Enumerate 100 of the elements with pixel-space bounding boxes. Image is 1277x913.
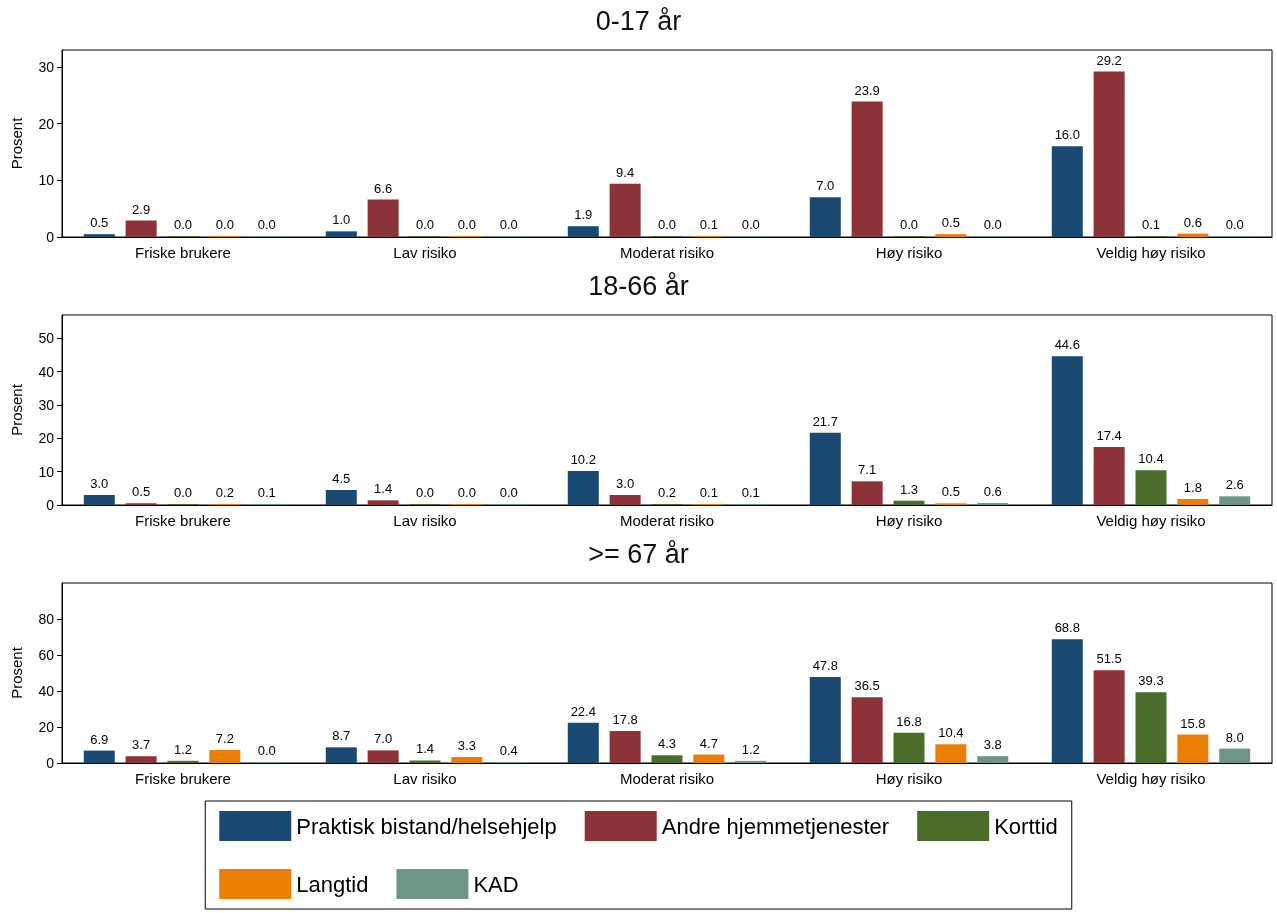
bar [325, 231, 357, 237]
data-label: 3.0 [616, 476, 635, 491]
y-tick-label: 60 [38, 647, 55, 663]
x-tick-label: Veldig høy risiko [1096, 770, 1206, 787]
y-tick-label: 0 [46, 229, 55, 245]
legend-label: Andre hjemmetjenester [661, 813, 890, 839]
x-tick-label: Veldig høy risiko [1096, 244, 1206, 261]
data-label: 39.3 [1138, 673, 1164, 689]
y-tick-label: 0 [46, 755, 55, 771]
data-label: 10.2 [570, 452, 596, 467]
bar [651, 755, 683, 763]
data-label: 0.5 [941, 215, 960, 231]
x-tick-label: Høy risiko [875, 770, 943, 787]
data-label: 0.0 [173, 485, 193, 500]
data-label: 2.6 [1225, 477, 1244, 493]
data-label: 0.0 [741, 217, 760, 232]
y-tick-label: 30 [38, 59, 55, 75]
data-label: 7.0 [816, 178, 835, 194]
x-tick-label: Moderat risiko [619, 244, 715, 261]
y-tick-label: 10 [38, 172, 55, 189]
bar [893, 732, 925, 763]
legend-label: Korttid [994, 813, 1058, 839]
data-label: 7.1 [858, 462, 877, 478]
data-label: 1.4 [415, 741, 435, 757]
data-label: 0.1 [1141, 217, 1161, 232]
legend-label: Praktisk bistand/helsehjelp [296, 813, 557, 839]
data-label: 6.9 [90, 731, 109, 747]
y-tick-label: 20 [38, 115, 55, 132]
y-tick-label: 20 [38, 430, 55, 447]
data-label: 0.0 [499, 217, 518, 232]
y-tick-label: 30 [38, 397, 55, 413]
data-label: 1.3 [899, 481, 919, 497]
y-tick-label: 10 [38, 463, 55, 480]
chart-title: >= 67 år [588, 538, 689, 569]
data-label: 4.5 [332, 471, 351, 486]
data-label: 7.0 [374, 731, 393, 747]
data-label: 68.8 [1054, 620, 1080, 636]
x-tick-label: Høy risiko [875, 512, 943, 529]
data-label: 0.1 [699, 217, 718, 232]
x-tick-label: Moderat risiko [619, 512, 715, 529]
data-label: 8.7 [332, 728, 351, 744]
data-label: 0.1 [257, 485, 276, 500]
bar [1093, 71, 1125, 237]
data-label: 0.6 [1183, 214, 1202, 230]
bar [167, 760, 199, 763]
data-label: 29.2 [1096, 52, 1122, 68]
data-label: 21.7 [812, 413, 838, 429]
bar [367, 750, 399, 763]
data-label: 0.0 [657, 217, 677, 232]
bar [83, 495, 115, 505]
bar [935, 744, 967, 763]
y-tick-label: 40 [38, 363, 55, 380]
data-label: 47.8 [812, 657, 838, 673]
y-tick-label: 0 [46, 497, 55, 513]
y-tick-label: 40 [38, 683, 55, 699]
data-label: 0.0 [415, 485, 435, 500]
data-label: 0.1 [741, 485, 760, 500]
y-axis-title: Prosent [8, 383, 25, 436]
bar [977, 756, 1009, 763]
data-label: 0.0 [1225, 217, 1244, 232]
y-axis-title: Prosent [8, 116, 25, 170]
bar [609, 495, 641, 505]
bar [325, 490, 357, 505]
bar [367, 500, 399, 505]
bar [409, 760, 441, 763]
bar [1093, 670, 1125, 763]
bar [1093, 447, 1125, 505]
data-label: 3.3 [457, 738, 476, 754]
x-tick-label: Lav risiko [393, 244, 457, 261]
data-label: 9.4 [616, 164, 635, 180]
y-tick-label: 20 [38, 719, 55, 735]
data-label: 0.0 [457, 485, 476, 500]
x-tick-label: Friske brukere [135, 770, 231, 787]
bar [567, 722, 599, 763]
data-label: 1.2 [741, 741, 760, 757]
x-tick-label: Lav risiko [393, 770, 457, 787]
data-label: 1.9 [574, 207, 593, 223]
data-label: 4.7 [699, 735, 718, 751]
data-label: 0.5 [941, 484, 960, 500]
data-label: 1.4 [374, 481, 393, 497]
data-label: 16.8 [896, 713, 922, 729]
data-label: 3.8 [983, 737, 1002, 753]
data-label: 6.6 [374, 180, 393, 196]
data-label: 8.0 [1225, 729, 1244, 745]
x-tick-label: Lav risiko [393, 512, 457, 529]
bar [893, 500, 925, 505]
bar [125, 220, 157, 237]
chart-title: 18-66 år [588, 270, 689, 301]
bar [325, 747, 357, 763]
bar [125, 756, 157, 763]
bar [735, 760, 767, 763]
bar [451, 757, 483, 763]
data-label: 15.8 [1180, 715, 1206, 731]
data-label: 0.0 [415, 217, 435, 232]
data-label: 0.0 [257, 217, 276, 232]
data-label: 0.2 [657, 485, 677, 500]
bar [83, 234, 115, 237]
data-label: 0.0 [215, 217, 234, 232]
data-label: 0.5 [90, 215, 109, 231]
data-label: 1.0 [332, 212, 351, 228]
